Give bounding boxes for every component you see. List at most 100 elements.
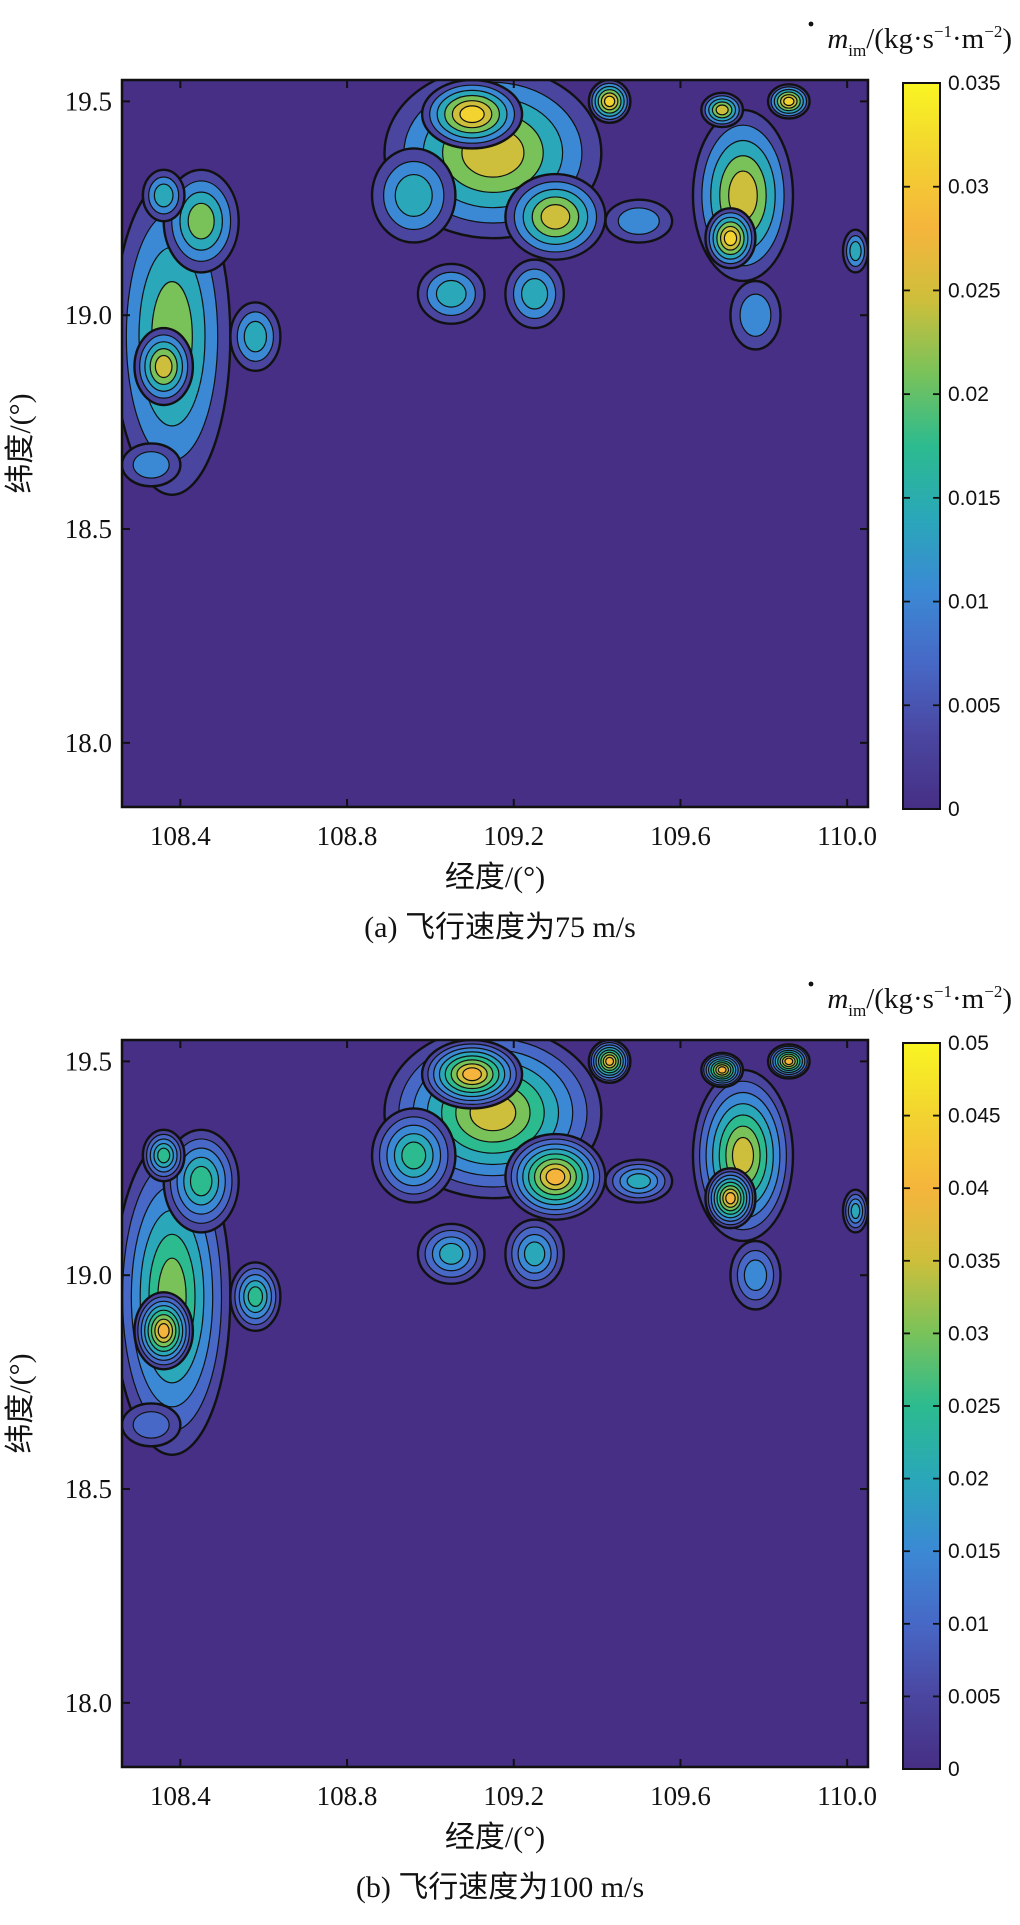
y-tick-label: 18.0 (65, 1688, 112, 1718)
plot-frame (120, 78, 870, 809)
colorbar-tick-label: 0.035 (948, 1250, 1001, 1273)
contour-region-7-level-5 (540, 204, 571, 230)
contour-region-14-level-8 (725, 1192, 736, 1205)
contour-region-10-level-4 (439, 1242, 464, 1265)
x-tick-label: 109.6 (650, 821, 711, 851)
x-tick-label: 109.2 (483, 821, 544, 851)
unit-part-units_prefix: /(kg·s (866, 23, 934, 55)
contour-region-10-level-3 (435, 279, 467, 308)
contour-region-18-level-4 (850, 1203, 861, 1220)
unit-part-units_mid: ·m (952, 23, 985, 55)
x-tick-label: 109.6 (650, 1781, 711, 1811)
contour-region-12-level-4 (626, 1173, 651, 1190)
contour-region-19-level-3 (153, 183, 174, 208)
contour-region-17-level-3 (743, 1259, 768, 1292)
contour-region-18-level-3 (849, 240, 862, 262)
unit-part-exp2: −2 (984, 22, 1002, 41)
contour-region-7-level-8 (545, 1168, 566, 1186)
contour-chart-1: 108.4 108.8 109.2 109.6 110.0 18.0 18.5 19.0 19.… (4, 981, 1012, 1904)
y-tick-label: 19.0 (65, 1260, 112, 1290)
contour-region-8-level-8 (605, 1056, 615, 1066)
unit-part-units_suffix: ) (1002, 23, 1012, 55)
colorbar-tick-label: 0.035 (948, 72, 1001, 95)
chart-caption: (b) 飞行速度为100 m/s (356, 1871, 644, 1904)
y-axis-title: 纬度/(°) (4, 1353, 37, 1453)
contour-region-3-level-2 (132, 451, 170, 479)
colorbar (902, 82, 941, 810)
colorbar-tick-label: 0.04 (948, 1177, 989, 1200)
colorbar-tick-label: 0.02 (948, 1468, 989, 1491)
x-tick-label: 108.4 (150, 821, 211, 851)
colorbar-tick-label: 0.025 (948, 1395, 1001, 1418)
colorbar-tick-label: 0.03 (948, 176, 989, 199)
colorbar-tick-label: 0.045 (948, 1105, 1001, 1128)
contour-region-11-level-3 (520, 278, 549, 310)
colorbar-tick-label: 0.03 (948, 1322, 989, 1345)
contour-region-3-level-2 (132, 1411, 170, 1439)
unit-part-symbol: m (827, 983, 848, 1015)
colorbar-tick-label: 0.005 (948, 694, 1001, 717)
contour-region-1-level-5 (154, 354, 173, 379)
y-tick-label: 19.5 (65, 86, 112, 116)
y-tick-label: 18.5 (65, 514, 112, 544)
unit-part-exp2: −2 (984, 982, 1002, 1001)
contour-region-12-level-2 (617, 207, 660, 235)
colorbar-tick-label: 0 (948, 1758, 960, 1781)
plot-frame (120, 1038, 870, 1769)
unit-part-exp1: −1 (934, 22, 952, 41)
y-tick-label: 19.0 (65, 300, 112, 330)
colorbar-tick-label: 0.02 (948, 383, 989, 406)
contour-region-9-level-5 (401, 1141, 427, 1170)
contour-region-2-level-4 (187, 202, 215, 240)
unit-part-exp1: −1 (934, 982, 952, 1001)
unit-dot-accent (808, 981, 814, 987)
colorbar-tick-label: 0.05 (948, 1032, 989, 1055)
unit-part-units_suffix: ) (1002, 983, 1012, 1015)
x-tick-label: 110.0 (817, 1781, 877, 1811)
contour-region-1-level-8 (157, 1322, 170, 1339)
contour-region-11-level-4 (523, 1241, 546, 1267)
x-tick-label: 108.8 (317, 821, 378, 851)
chart-panel-b: 108.4 108.8 109.2 109.6 110.0 18.0 18.5 19.0 19.… (0, 960, 1020, 1920)
contour-chart-0: 108.4 108.8 109.2 109.6 110.0 18.0 18.5 19.0 19.… (4, 21, 1012, 944)
contour-region-17-level-2 (739, 293, 772, 337)
chart-caption: (a) 飞行速度为75 m/s (364, 911, 636, 944)
x-tick-label: 109.2 (483, 1781, 544, 1811)
contour-fill-layer (122, 80, 868, 496)
contour-region-4-level-5 (247, 1286, 264, 1307)
colorbar-unit-label: mim/(kg·s−1·m−2) (827, 22, 1012, 60)
unit-dot-accent (808, 21, 814, 27)
contour-region-9-level-3 (394, 173, 433, 217)
colorbar-tick-label: 0.015 (948, 487, 1001, 510)
contour-region-2-level-5 (189, 1165, 213, 1197)
contour-region-19-level-5 (157, 1147, 171, 1164)
colorbar-tick-label: 0.015 (948, 1540, 1001, 1563)
x-axis-title: 经度/(°) (445, 1821, 545, 1854)
y-tick-label: 19.5 (65, 1046, 112, 1076)
contour-fill-layer (122, 1040, 868, 1456)
x-tick-label: 108.8 (317, 1781, 378, 1811)
y-tick-label: 18.0 (65, 728, 112, 758)
x-axis-title: 经度/(°) (445, 861, 545, 894)
colorbar-tick-label: 0 (948, 798, 960, 821)
contour-region-4-level-3 (243, 320, 268, 353)
colorbar-tick-label: 0.025 (948, 279, 1001, 302)
x-tick-label: 110.0 (817, 821, 877, 851)
contour-region-8-level-6 (603, 95, 616, 108)
chart-panel-a: 108.4 108.8 109.2 109.6 110.0 18.0 18.5 19.0 19.… (0, 0, 1020, 960)
contour-region-6-level-6 (459, 105, 485, 124)
contour-region-16-level-8 (784, 1057, 794, 1066)
unit-part-subscript: im (848, 1001, 866, 1020)
contour-region-15-level-5 (715, 104, 729, 116)
y-tick-label: 18.5 (65, 1474, 112, 1504)
unit-part-units_prefix: /(kg·s (866, 983, 934, 1015)
x-tick-label: 108.4 (150, 1781, 211, 1811)
colorbar-unit-label: mim/(kg·s−1·m−2) (827, 982, 1012, 1020)
contour-region-6-level-8 (462, 1067, 482, 1082)
colorbar-tick-label: 0.01 (948, 1613, 989, 1636)
y-axis-title: 纬度/(°) (4, 393, 37, 493)
unit-part-units_mid: ·m (952, 983, 985, 1015)
contour-region-14-level-6 (723, 230, 738, 247)
contour-region-15-level-8 (717, 1066, 727, 1074)
colorbar-tick-label: 0.005 (948, 1685, 1001, 1708)
